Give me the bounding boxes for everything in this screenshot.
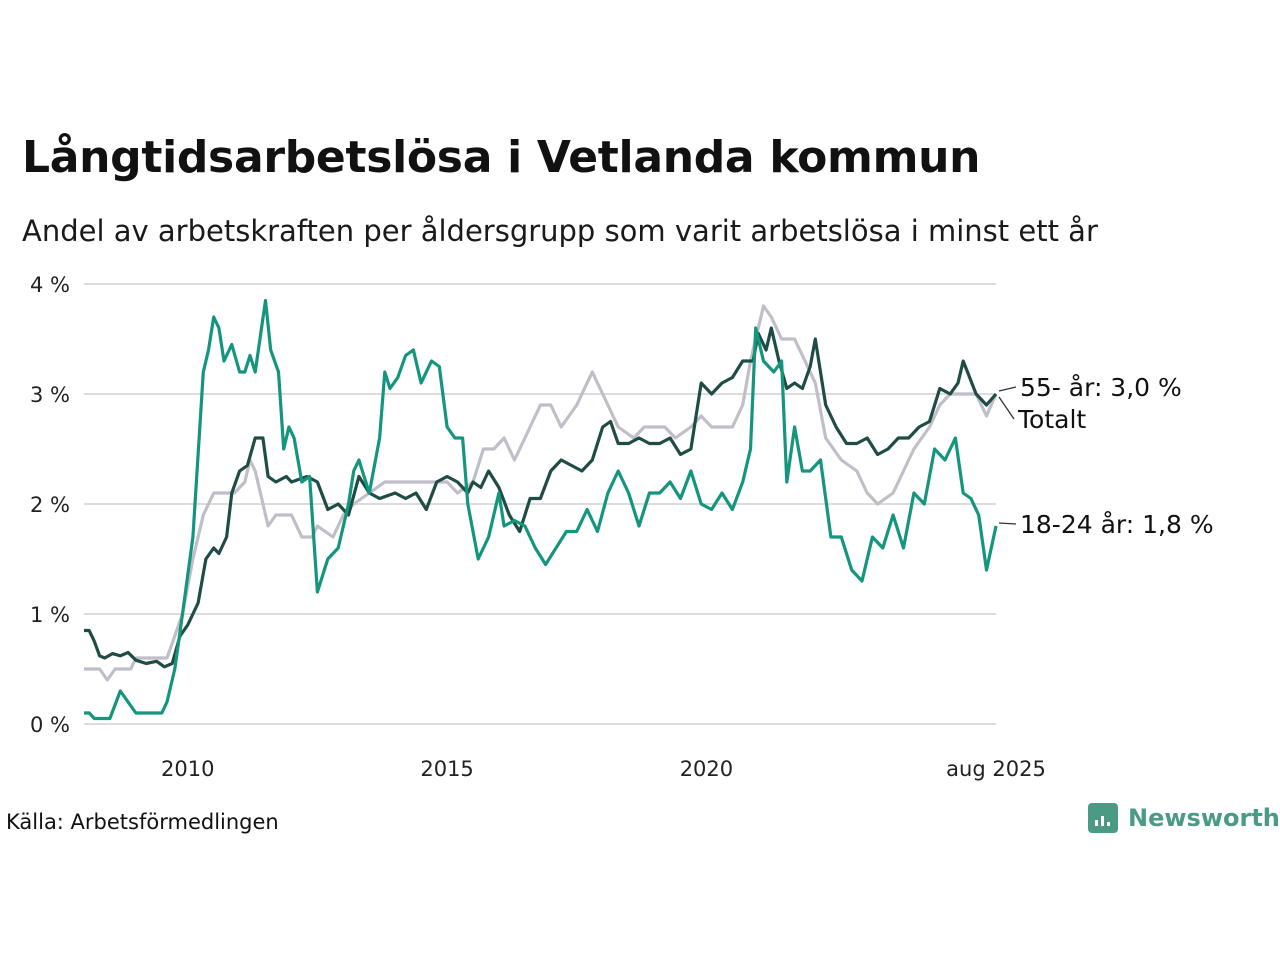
- series-end-label: 18-24 år: 1,8 %: [1020, 510, 1214, 539]
- series-line-1: [84, 326, 998, 669]
- brand-name: Newsworthy: [1128, 804, 1280, 832]
- y-tick-label: 2 %: [30, 493, 70, 517]
- label-leader-1: [998, 386, 1017, 392]
- chart-subtitle: Andel av arbetskraften per åldersgrupp s…: [22, 214, 1098, 248]
- gridlines: [84, 283, 996, 725]
- source-note: Källa: Arbetsförmedlingen: [6, 810, 279, 834]
- x-tick-label: aug 2025: [946, 757, 1046, 781]
- brand-logo: Newsworthy: [1088, 803, 1280, 833]
- x-tick-label: 2020: [680, 757, 733, 781]
- label-leader-0: [998, 396, 1015, 420]
- y-tick-label: 1 %: [30, 603, 70, 627]
- x-tick-label: 2015: [420, 757, 473, 781]
- x-axis: 2010 2015 2020 aug 2025: [161, 757, 1046, 781]
- series-line-0: [84, 304, 998, 682]
- y-tick-label: 3 %: [30, 383, 70, 407]
- x-tick-label: 2010: [161, 757, 214, 781]
- y-axis: 0 % 1 % 2 % 3 % 4 %: [30, 273, 70, 737]
- y-tick-label: 0 %: [30, 713, 70, 737]
- newsworthy-logo-icon: [1088, 803, 1118, 833]
- chart-title: Långtidsarbetslösa i Vetlanda kommun: [22, 132, 981, 183]
- series-end-label: 55- år: 3,0 %: [1020, 373, 1182, 402]
- series-line-2: [84, 298, 998, 721]
- label-leader-2: [998, 522, 1017, 525]
- series-lines: [84, 298, 998, 721]
- series-end-label: Totalt: [1017, 405, 1086, 434]
- series-end-labels: Totalt 55- år: 3,0 % 18-24 år: 1,8 %: [998, 373, 1214, 539]
- y-tick-label: 4 %: [30, 273, 70, 297]
